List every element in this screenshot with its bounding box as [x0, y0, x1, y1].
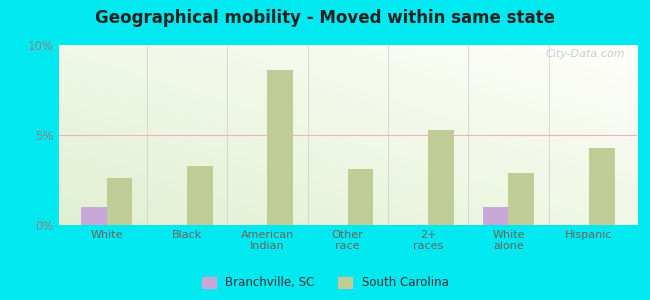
- Bar: [187, 166, 213, 225]
- Bar: [348, 169, 374, 225]
- Bar: [589, 148, 614, 225]
- Bar: [483, 207, 508, 225]
- Text: Geographical mobility - Moved within same state: Geographical mobility - Moved within sam…: [95, 9, 555, 27]
- Bar: [107, 178, 133, 225]
- Text: City-Data.com: City-Data.com: [546, 49, 625, 58]
- Bar: [428, 130, 454, 225]
- Bar: [81, 207, 107, 225]
- Bar: [267, 70, 293, 225]
- Bar: [508, 173, 534, 225]
- Legend: Branchville, SC, South Carolina: Branchville, SC, South Carolina: [197, 272, 453, 294]
